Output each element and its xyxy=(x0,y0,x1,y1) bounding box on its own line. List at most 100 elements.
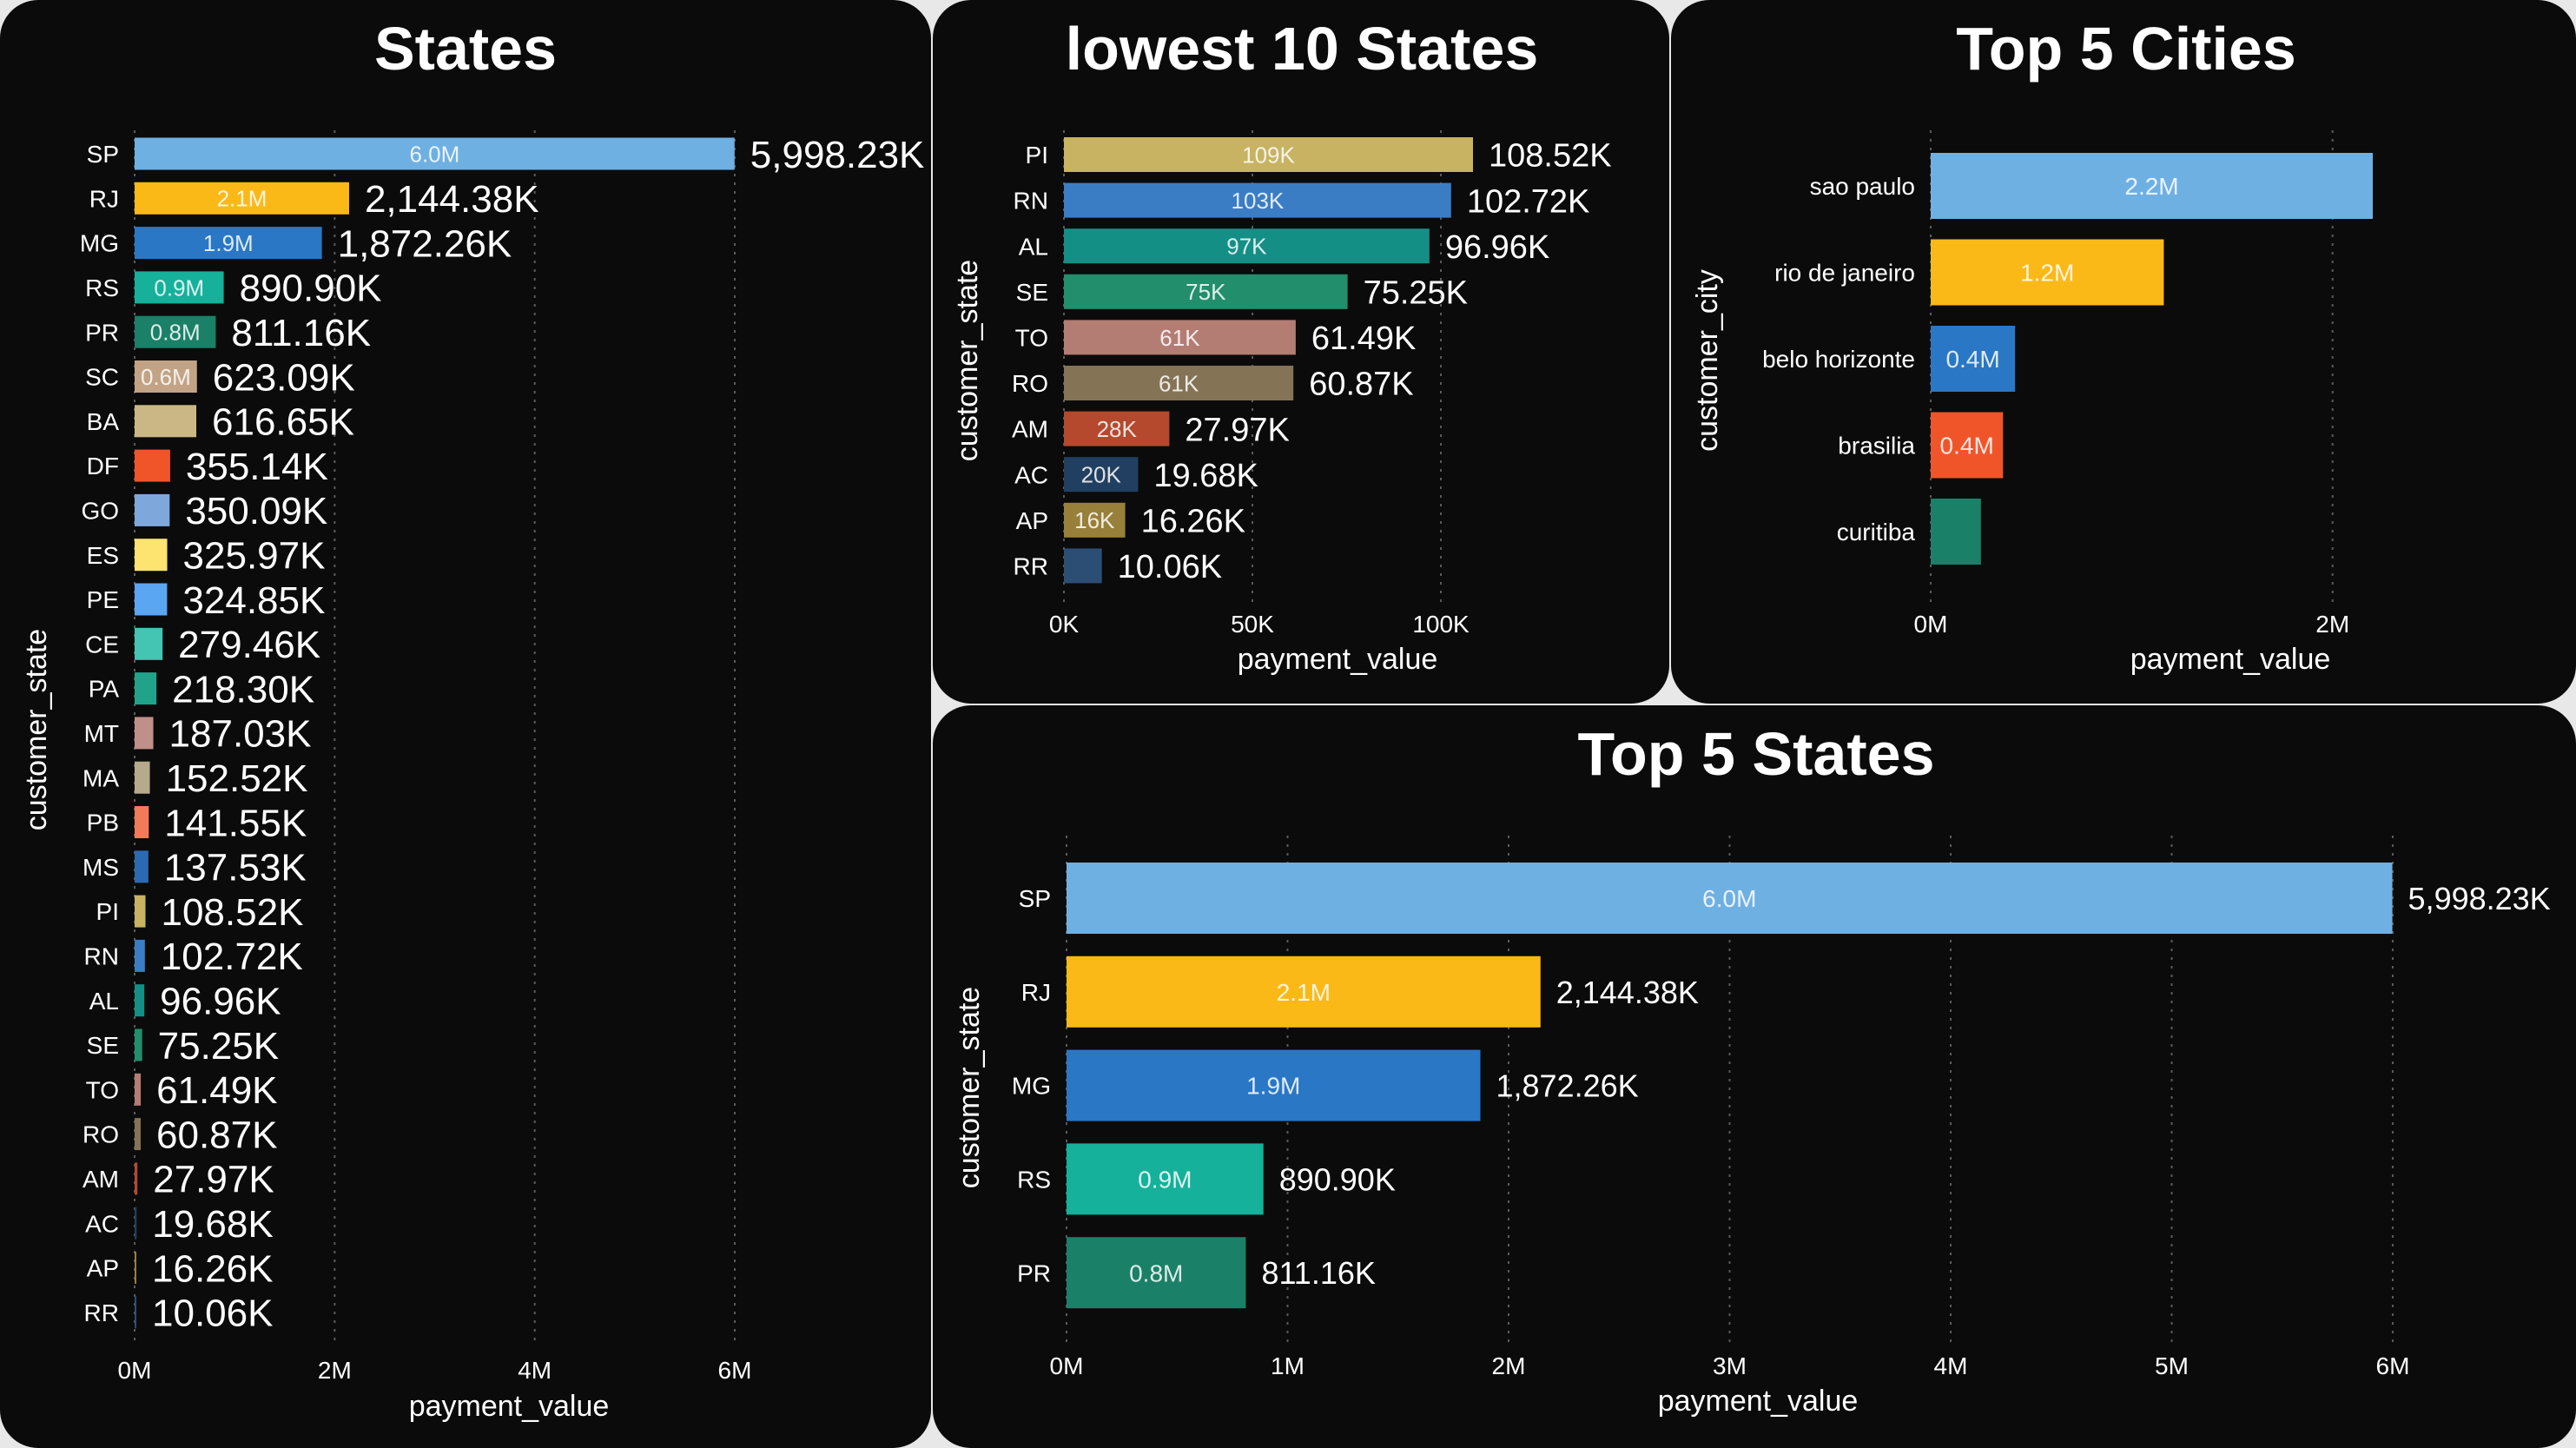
states-chart: States 0M 2M 4M 6M SP 6.0M 5,998.23K RJ 2.1M 2,144… xyxy=(20,15,924,1423)
bar-value-label: 96.96K xyxy=(1445,229,1549,266)
bar-go xyxy=(135,493,170,526)
bar-value-label: 19.68K xyxy=(1153,458,1258,494)
bar-al xyxy=(135,984,145,1017)
bar-rio-de-janeiro xyxy=(1931,239,2164,306)
bar-value-label: 137.53K xyxy=(164,847,307,889)
bar-value-label: 350.09K xyxy=(185,490,327,532)
bar-value-label: 623.09K xyxy=(213,356,355,399)
bar-sp xyxy=(135,137,735,170)
category-label: PB xyxy=(87,810,119,836)
category-label: RS xyxy=(1017,1166,1051,1193)
bar-value-label: 108.52K xyxy=(161,891,303,934)
category-label: RS xyxy=(85,274,119,301)
bar-al xyxy=(1064,228,1430,264)
category-label: BA xyxy=(87,408,120,435)
y-axis-title: customer_state xyxy=(951,260,984,461)
bar-ba xyxy=(135,405,197,438)
bar-value-label: 61.49K xyxy=(1311,321,1416,357)
bar-se xyxy=(135,1028,142,1061)
bar-mt xyxy=(135,717,154,750)
bar-value-label: 60.87K xyxy=(1309,367,1413,403)
category-label: MT xyxy=(84,720,119,747)
category-label: RN xyxy=(84,942,119,969)
bar-inside-label: 16K xyxy=(1074,507,1115,533)
category-label: belo horizonte xyxy=(1762,346,1915,373)
bar-am xyxy=(135,1162,138,1195)
bar-value-label: 1,872.26K xyxy=(1496,1068,1638,1104)
bar-pe xyxy=(135,583,168,616)
category-label: curitiba xyxy=(1837,519,1916,545)
bar-inside-label: 61K xyxy=(1159,325,1200,351)
category-label: rio de janeiro xyxy=(1774,260,1915,287)
bar-sao-paulo xyxy=(1931,153,2373,219)
chart-title: Top 5 States xyxy=(1577,720,1934,788)
x-tick-label: 2M xyxy=(2315,611,2349,638)
category-label: TO xyxy=(1015,324,1048,351)
bar-value-label: 355.14K xyxy=(186,446,328,488)
bar-value-label: 102.72K xyxy=(161,936,303,978)
bar-value-label: 61.49K xyxy=(156,1069,277,1112)
bar-pr xyxy=(1067,1237,1246,1309)
bar-value-label: 890.90K xyxy=(240,268,382,310)
bar-inside-label: 75K xyxy=(1186,279,1226,305)
bar-value-label: 27.97K xyxy=(153,1159,274,1201)
bar-inside-label: 0.9M xyxy=(154,274,204,301)
category-label: RJ xyxy=(89,185,119,212)
bar-pa xyxy=(135,672,157,705)
bar-pr xyxy=(135,315,216,348)
bar-value-label: 152.52K xyxy=(166,757,308,800)
bar-inside-label: 97K xyxy=(1226,234,1267,260)
category-label: PR xyxy=(85,319,119,346)
bar-df xyxy=(135,449,170,482)
bar-value-label: 75.25K xyxy=(158,1025,279,1068)
bar-value-label: 19.68K xyxy=(152,1203,273,1246)
bar-value-label: 10.06K xyxy=(152,1293,273,1335)
bar-inside-label: 28K xyxy=(1097,416,1138,442)
bar-inside-label: 0.8M xyxy=(1129,1260,1183,1286)
bar-inside-label: 103K xyxy=(1232,188,1285,214)
x-tick-label: 5M xyxy=(2155,1352,2189,1379)
bar-value-label: 616.65K xyxy=(212,401,354,444)
bar-belo-horizonte xyxy=(1931,326,2016,392)
category-label: PI xyxy=(96,898,119,925)
category-label: RO xyxy=(83,1121,119,1148)
bar-ro xyxy=(135,1118,142,1151)
x-tick-label: 6M xyxy=(718,1357,752,1384)
category-label: PA xyxy=(89,676,120,703)
bar-ce xyxy=(135,627,163,660)
x-tick-label: 0M xyxy=(1914,611,1948,638)
bar-rn xyxy=(1064,182,1451,218)
category-label: GO xyxy=(81,497,119,524)
category-label: PE xyxy=(87,586,119,613)
x-tick-label: 2M xyxy=(318,1357,352,1384)
category-label: AL xyxy=(1019,233,1048,260)
bar-to xyxy=(135,1073,142,1106)
bar-value-label: 16.26K xyxy=(1141,503,1245,539)
bar-rj xyxy=(135,182,349,215)
bar-inside-label: 1.2M xyxy=(2020,260,2074,287)
bar-value-label: 5,998.23K xyxy=(2408,881,2551,916)
x-tick-label: 0M xyxy=(118,1357,152,1384)
category-label: SE xyxy=(87,1032,119,1059)
category-label: TO xyxy=(86,1076,119,1103)
bar-ap xyxy=(1064,502,1126,538)
bar-value-label: 27.97K xyxy=(1185,412,1289,448)
y-axis-title: customer_state xyxy=(20,629,53,830)
category-label: SC xyxy=(85,364,119,391)
bar-value-label: 811.16K xyxy=(1261,1255,1375,1291)
category-label: RR xyxy=(84,1299,119,1326)
category-label: AC xyxy=(1014,461,1048,488)
bar-value-label: 324.85K xyxy=(182,579,325,622)
chart-title: Top 5 Cities xyxy=(1956,15,2296,83)
bar-rn xyxy=(135,939,145,972)
bar-value-label: 60.87K xyxy=(156,1114,277,1156)
states-chart-panel: States 0M 2M 4M 6M SP 6.0M 5,998.23K RJ 2.1M 2,144… xyxy=(0,0,931,1448)
bar-value-label: 10.06K xyxy=(1118,549,1222,585)
category-label: RJ xyxy=(1021,979,1051,1006)
bar-rr xyxy=(135,1296,136,1329)
x-tick-label: 4M xyxy=(1934,1352,1968,1379)
bar-inside-label: 6.0M xyxy=(1702,885,1756,912)
bar-value-label: 2,144.38K xyxy=(1556,975,1699,1010)
x-tick-label: 0M xyxy=(1050,1352,1084,1379)
category-label: AP xyxy=(87,1255,119,1282)
